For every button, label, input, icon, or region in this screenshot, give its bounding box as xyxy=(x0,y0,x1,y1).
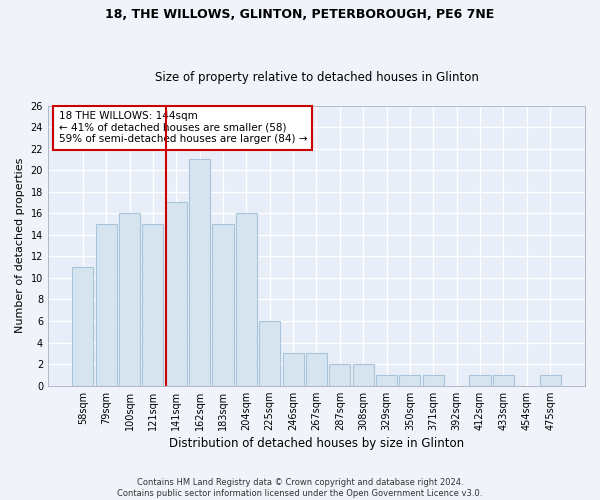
Bar xyxy=(423,375,444,386)
Bar xyxy=(189,160,210,386)
Bar xyxy=(259,321,280,386)
Bar xyxy=(95,224,117,386)
Bar xyxy=(73,267,94,386)
Bar xyxy=(376,375,397,386)
Bar xyxy=(119,214,140,386)
Bar xyxy=(353,364,374,386)
Bar xyxy=(166,202,187,386)
Bar xyxy=(493,375,514,386)
Bar xyxy=(283,354,304,386)
Bar xyxy=(306,354,327,386)
Y-axis label: Number of detached properties: Number of detached properties xyxy=(15,158,25,334)
Title: Size of property relative to detached houses in Glinton: Size of property relative to detached ho… xyxy=(155,70,478,84)
Bar xyxy=(142,224,163,386)
Text: 18 THE WILLOWS: 144sqm
← 41% of detached houses are smaller (58)
59% of semi-det: 18 THE WILLOWS: 144sqm ← 41% of detached… xyxy=(59,111,307,144)
Bar xyxy=(469,375,491,386)
Text: Contains HM Land Registry data © Crown copyright and database right 2024.
Contai: Contains HM Land Registry data © Crown c… xyxy=(118,478,482,498)
Bar xyxy=(236,214,257,386)
Bar xyxy=(539,375,560,386)
Bar xyxy=(400,375,421,386)
Bar xyxy=(212,224,233,386)
Bar xyxy=(329,364,350,386)
X-axis label: Distribution of detached houses by size in Glinton: Distribution of detached houses by size … xyxy=(169,437,464,450)
Text: 18, THE WILLOWS, GLINTON, PETERBOROUGH, PE6 7NE: 18, THE WILLOWS, GLINTON, PETERBOROUGH, … xyxy=(106,8,494,20)
